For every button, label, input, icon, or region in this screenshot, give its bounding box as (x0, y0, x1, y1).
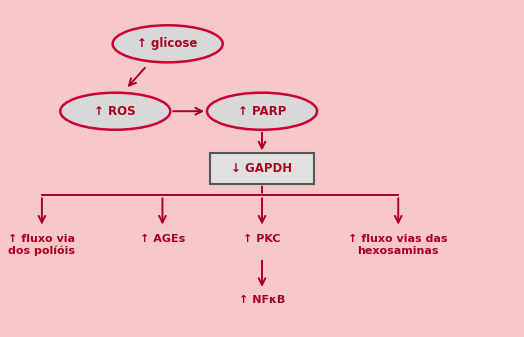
Text: ↑ fluxo via
dos políóis: ↑ fluxo via dos políóis (8, 234, 75, 256)
Text: ↑ glicose: ↑ glicose (137, 37, 198, 50)
Ellipse shape (60, 93, 170, 130)
Ellipse shape (207, 93, 317, 130)
Text: ↑ fluxo vias das
hexosaminas: ↑ fluxo vias das hexosaminas (348, 234, 448, 256)
Text: ↑ AGEs: ↑ AGEs (140, 234, 185, 244)
Ellipse shape (113, 25, 223, 62)
Text: ↑ NFκB: ↑ NFκB (239, 295, 285, 305)
Text: ↑ PARP: ↑ PARP (238, 105, 286, 118)
FancyBboxPatch shape (210, 153, 314, 184)
Text: ↓ GAPDH: ↓ GAPDH (232, 162, 292, 175)
Text: ↑ PKC: ↑ PKC (243, 234, 281, 244)
Text: ↑ ROS: ↑ ROS (94, 105, 136, 118)
